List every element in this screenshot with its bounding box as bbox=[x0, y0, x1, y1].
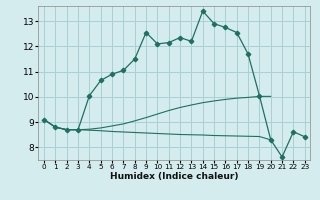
X-axis label: Humidex (Indice chaleur): Humidex (Indice chaleur) bbox=[110, 172, 239, 181]
